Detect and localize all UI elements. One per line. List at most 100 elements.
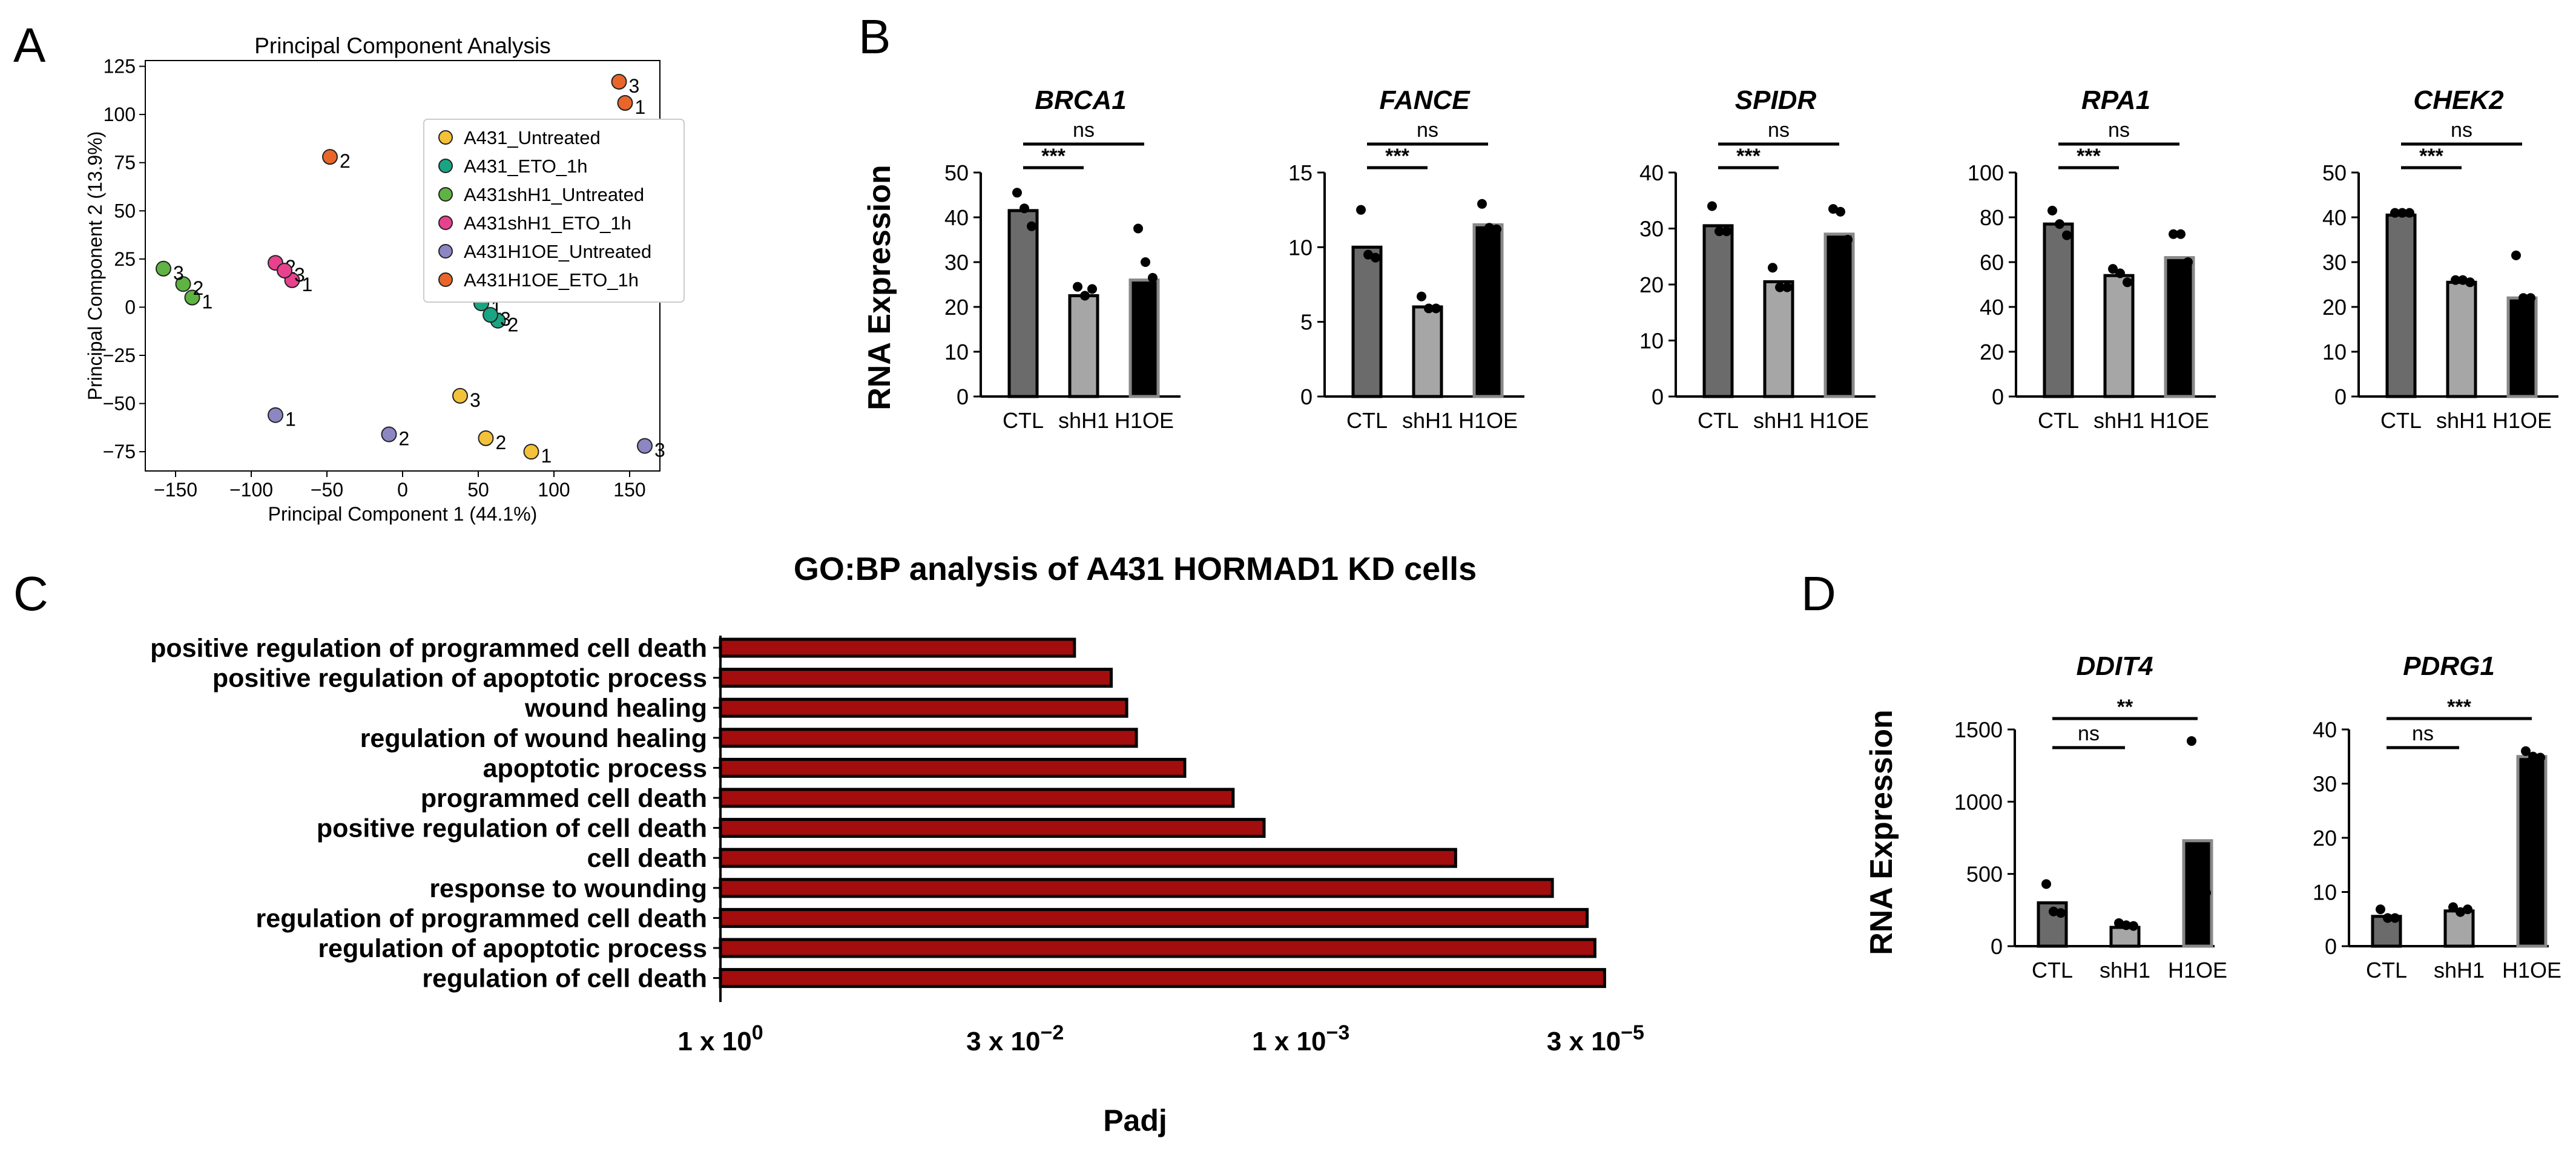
- pca-title: Principal Component Analysis: [254, 33, 550, 58]
- significance-label: ns: [2078, 722, 2100, 745]
- gene-y-tick-label: 20: [1639, 272, 1664, 297]
- replicate-point: [2114, 918, 2124, 928]
- go-bar: [719, 968, 1606, 989]
- pca-y-tick-label: −75: [103, 441, 136, 462]
- replicate-point: [2169, 229, 2178, 239]
- gene-chart-chek2: 0 10 20 30 40 50 CHEK2 CTL shH1 H1OE *** ns: [2322, 85, 2558, 433]
- go-term-label: programmed cell death: [421, 784, 707, 813]
- replicate-point: [2511, 250, 2521, 260]
- pca-y-tick-label: −25: [103, 344, 136, 366]
- gene-y-tick-label: 1000: [1954, 789, 2003, 814]
- pca-point: [322, 149, 338, 165]
- pca-point-label: 2: [508, 314, 519, 336]
- go-x-tick-label: 3 x 10−2: [966, 1021, 1064, 1056]
- pca-legend-label: A431shH1_ETO_1h: [464, 212, 631, 234]
- go-bar: [719, 757, 1187, 778]
- gene-y-tick-label: 0: [957, 384, 969, 409]
- gene-title: CHEK2: [2413, 85, 2504, 115]
- pca-legend-label: A431shH1_Untreated: [464, 184, 644, 205]
- replicate-point: [2465, 277, 2475, 288]
- replicate-point: [1087, 284, 1097, 294]
- bar-ctl: [1702, 224, 1734, 398]
- pca-point-label: 3: [470, 389, 481, 411]
- bar-category-label: shH1: [1753, 408, 1804, 433]
- bar-category-label: shH1: [2100, 958, 2150, 982]
- go-title: GO:BP analysis of A431 HORMAD1 KD cells: [794, 551, 1477, 587]
- gene-title: RPA1: [2081, 85, 2150, 115]
- go-x-tick-label: 3 x 10−5: [1547, 1021, 1644, 1056]
- replicate-point: [1356, 205, 1366, 215]
- bar-category-label: H1OE: [2150, 408, 2209, 433]
- significance-label: ***: [2419, 145, 2443, 168]
- gene-y-tick-label: 30: [944, 250, 969, 275]
- pca-legend-label: A431_Untreated: [464, 127, 601, 148]
- replicate-point: [2383, 913, 2393, 923]
- bar-ctl: [2043, 222, 2074, 398]
- gene-y-tick-label: 20: [2322, 295, 2347, 320]
- bar-category-label: shH1: [1058, 408, 1109, 433]
- go-bar: [719, 907, 1589, 928]
- pca-x-tick-label: −150: [154, 479, 197, 501]
- gene-y-tick-label: 10: [2313, 880, 2337, 905]
- pca-point-label: 3: [500, 308, 511, 330]
- pca-x-tick-label: −50: [311, 479, 343, 501]
- replicate-point: [2056, 908, 2066, 918]
- pca-point: [268, 407, 283, 423]
- go-x-tick-label: 1 x 100: [677, 1021, 763, 1056]
- pca-x-tick-label: 0: [397, 479, 408, 501]
- gene-y-tick-label: 10: [944, 340, 969, 364]
- significance-label: ***: [2077, 145, 2101, 168]
- pca-point-label: 3: [629, 75, 640, 97]
- gene-y-tick-label: 0: [1991, 934, 2003, 959]
- replicate-point: [1073, 281, 1082, 292]
- go-bar: [719, 728, 1138, 748]
- significance-label: ns: [1417, 119, 1438, 142]
- gene-y-tick-label: 0: [1992, 384, 2004, 409]
- pca-y-tick-label: 125: [104, 56, 136, 77]
- gene-y-tick-label: 10: [1639, 329, 1664, 354]
- significance-label: ns: [2412, 722, 2434, 745]
- gene-chart-spidr: 0 10 20 30 40 SPIDR CTL shH1 H1OE *** ns: [1639, 85, 1876, 433]
- bar-category-label: H1OE: [1810, 408, 1869, 433]
- pca-legend-marker: [438, 187, 453, 202]
- replicate-point: [1477, 199, 1487, 209]
- pca-point-label: 1: [202, 291, 213, 313]
- replicate-point: [1492, 224, 1501, 234]
- replicate-point: [2194, 886, 2204, 897]
- pca-point: [277, 262, 292, 278]
- significance-label: ***: [1385, 145, 1409, 168]
- replicate-point: [2201, 887, 2211, 898]
- replicate-point: [2129, 921, 2138, 931]
- bar-category-label: H1OE: [2502, 958, 2561, 982]
- bar-shh1: [1412, 305, 1443, 398]
- replicate-point: [1431, 303, 1441, 314]
- gene-title: BRCA1: [1035, 85, 1127, 115]
- bar-category-label: CTL: [2032, 958, 2073, 982]
- panel-d-y-axis-label: RNA Expression: [1864, 709, 1899, 955]
- bar-category-label: CTL: [1698, 408, 1739, 433]
- go-x-axis-label: Padj: [1103, 1104, 1167, 1137]
- bar-h1oe: [1128, 278, 1160, 398]
- gene-y-tick-label: 5: [1300, 310, 1313, 335]
- go-bar: [719, 818, 1266, 838]
- pca-point-label: 2: [399, 428, 410, 450]
- bar-shh1: [1068, 294, 1099, 398]
- replicate-point: [1424, 303, 1434, 314]
- pca-point: [617, 95, 633, 111]
- bar-category-label: shH1: [1402, 408, 1453, 433]
- pca-point-label: 1: [302, 274, 313, 295]
- pca-point-label: 3: [294, 264, 305, 286]
- gene-y-tick-label: 30: [1639, 217, 1664, 242]
- gene-y-tick-label: 60: [1980, 250, 2004, 275]
- pca-point-label: 3: [654, 439, 665, 461]
- gene-chart-ddit4: 0 500 1000 1500 DDIT4 CTL shH1 H1OE ns **: [1954, 651, 2227, 982]
- significance-label: ns: [1768, 119, 1790, 142]
- pca-point: [156, 260, 171, 277]
- pca-point: [478, 430, 494, 446]
- replicate-point: [1768, 263, 1777, 273]
- panel-letter-d: D: [1801, 567, 1836, 620]
- pca-point: [611, 74, 627, 90]
- gene-chart-brca1: 0 10 20 30 40 50 BRCA1 CTL shH1 H1OE *** ns: [944, 85, 1181, 433]
